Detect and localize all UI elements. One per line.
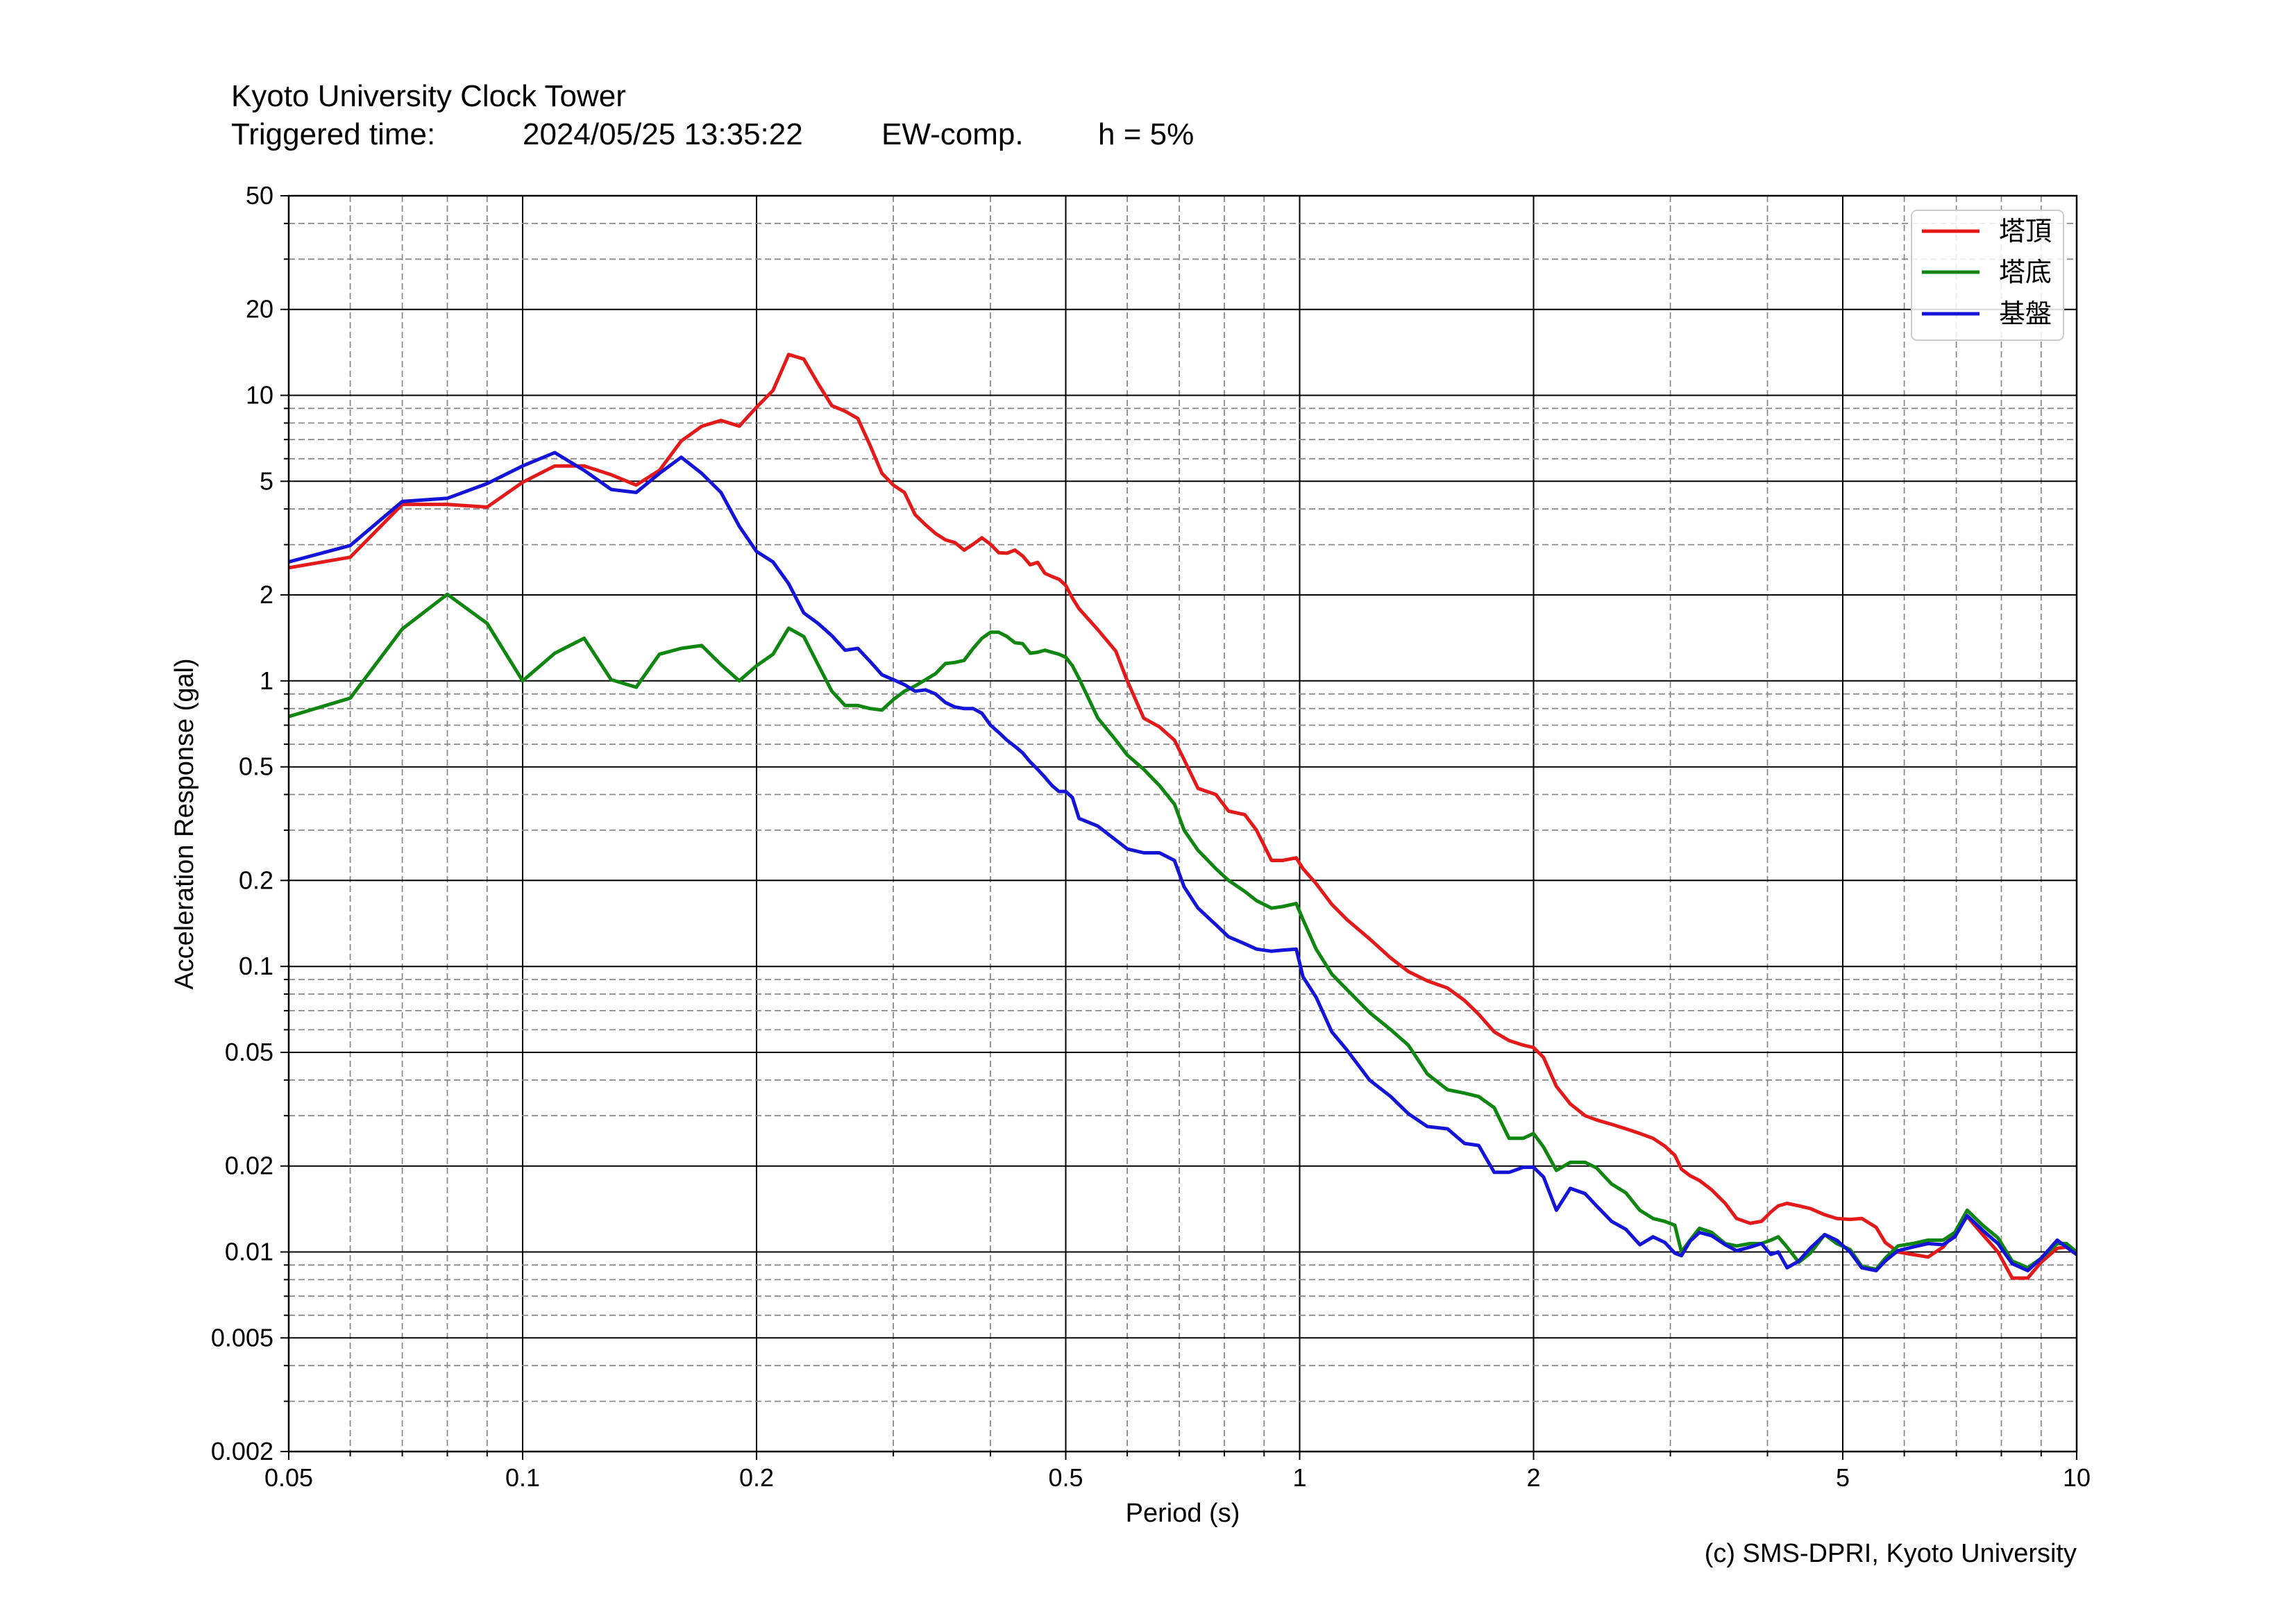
plot-frame [287,194,2078,1453]
trigger-time: 2024/05/25 13:35:22 [523,117,803,151]
credit-text: (c) SMS-DPRI, Kyoto University [1705,1539,2077,1568]
legend-entry: 塔底 [1922,258,2052,287]
y-tick-label: 0.02 [225,1152,273,1180]
x-tick-label: 2 [1526,1463,1540,1492]
y-axis-label: Acceleration Response (gal) [170,658,199,989]
legend-entry: 基盤 [1922,300,2052,329]
component-label: EW-comp. [881,117,1024,151]
legend: 塔頂 塔底 基盤 [1911,210,2064,341]
y-tick-label: 2 [260,580,273,609]
y-tick-label: 1 [260,666,273,695]
y-tick-label: 50 [246,181,273,210]
axis-ticks [280,195,2077,1460]
y-tick-label: 0.1 [239,952,273,980]
x-axis-label: Period (s) [1126,1499,1240,1528]
x-tick-label: 0.1 [505,1463,540,1492]
x-tick-label: 0.05 [264,1463,313,1492]
damping-label: h = 5% [1098,117,1194,151]
y-tick-label: 5 [260,466,273,495]
axis-tick-labels: 0.05 0.1 0.2 0.5 1 2 5 10 50 20 10 5 2 1 0.5 0.2 0.1 0.05… [211,181,2091,1492]
legend-label: 基盤 [1999,300,2052,329]
x-tick-label: 0.2 [739,1463,774,1492]
x-tick-label: 1 [1292,1463,1306,1492]
series-line-1 [289,353,2077,1280]
y-tick-label: 20 [246,295,273,323]
y-tick-label: 0.01 [225,1238,273,1266]
y-tick-label: 0.002 [211,1437,273,1465]
legend-label: 塔底 [1999,258,2052,287]
y-tick-label: 10 [246,381,273,410]
trigger-label: Triggered time: [231,117,435,151]
legend-box [1911,210,2064,341]
y-tick-label: 0.5 [239,752,273,781]
x-tick-label: 0.5 [1048,1463,1083,1492]
chart-title: Kyoto University Clock Tower [231,79,626,113]
x-tick-label: 5 [1836,1463,1850,1492]
series-line-2 [289,592,2077,1271]
series-line-3 [289,451,2077,1272]
legend-entry: 塔頂 [1922,217,2052,246]
grid [289,196,2077,1452]
y-tick-label: 0.005 [211,1323,273,1352]
x-tick-label: 10 [2063,1463,2091,1492]
series-group [289,353,2077,1280]
legend-label: 塔頂 [1999,217,2052,246]
y-tick-label: 0.2 [239,866,273,894]
y-tick-label: 0.05 [225,1038,273,1066]
